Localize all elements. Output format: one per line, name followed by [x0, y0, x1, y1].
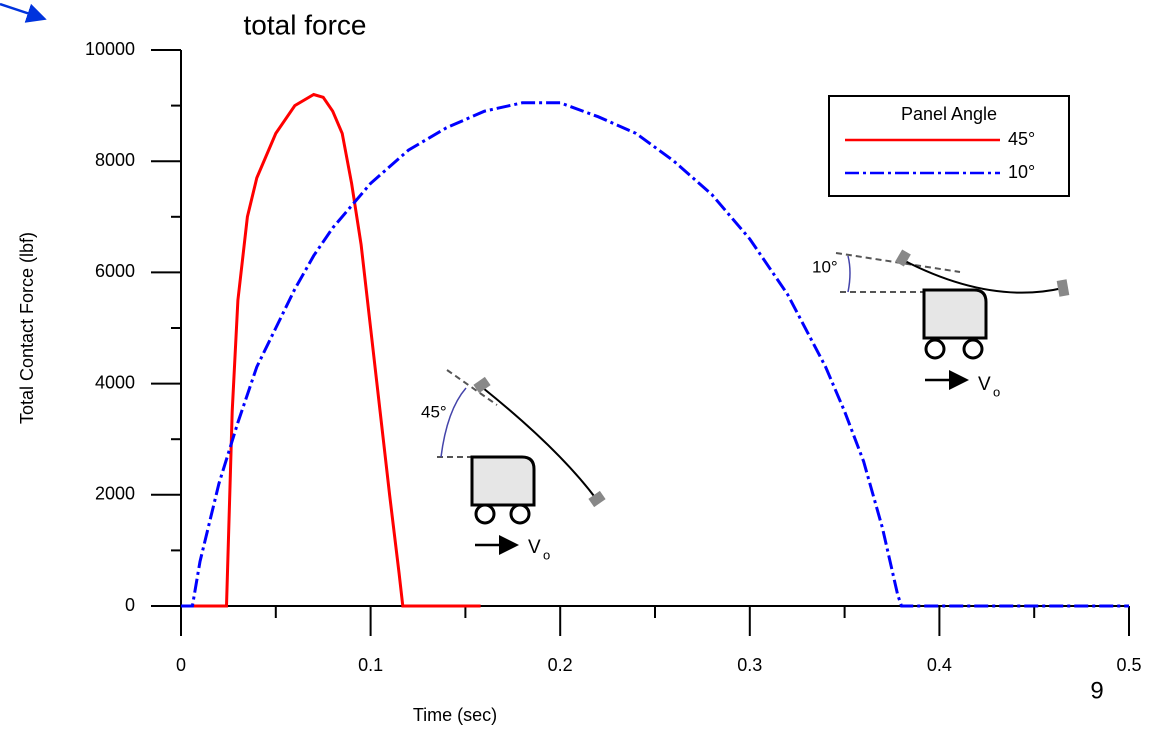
x-tick-label: 0.4 — [927, 655, 952, 675]
y-tick-label: 2000 — [95, 484, 135, 504]
x-tick-label: 0.3 — [737, 655, 762, 675]
y-tick-label: 8000 — [95, 150, 135, 170]
inset-10 — [835, 249, 1070, 390]
chart-title: total force — [244, 9, 367, 40]
inset-velocity: V — [978, 374, 991, 395]
x-axis-label: Time (sec) — [413, 705, 497, 725]
series-line — [181, 101, 1129, 608]
series-line — [181, 92, 481, 608]
y-tick-label: 0 — [125, 595, 135, 615]
y-axis-label: Total Contact Force (lbf) — [17, 232, 37, 424]
legend-box — [828, 95, 1070, 197]
inset-velocity-subscript: o — [543, 547, 550, 562]
x-tick-label: 0 — [176, 655, 186, 675]
legend-label: 10° — [1008, 162, 1035, 182]
pointer-arrow — [0, 2, 47, 23]
x-tick-label: 0.1 — [358, 655, 383, 675]
inset-velocity: V — [528, 537, 541, 558]
y-tick-label: 6000 — [95, 261, 135, 281]
page-number: 9 — [1090, 677, 1103, 704]
legend-title: Panel Angle — [901, 104, 997, 124]
legend-label: 45° — [1008, 129, 1035, 149]
y-tick-label: 4000 — [95, 372, 135, 392]
inset-angle: 45° — [421, 402, 447, 421]
x-tick-label: 0.2 — [548, 655, 573, 675]
y-tick-label: 10000 — [85, 39, 135, 59]
x-tick-label: 0.5 — [1116, 655, 1141, 675]
inset-45 — [437, 369, 606, 555]
inset-velocity-subscript: o — [993, 384, 1000, 399]
inset-angle: 10° — [812, 257, 838, 276]
